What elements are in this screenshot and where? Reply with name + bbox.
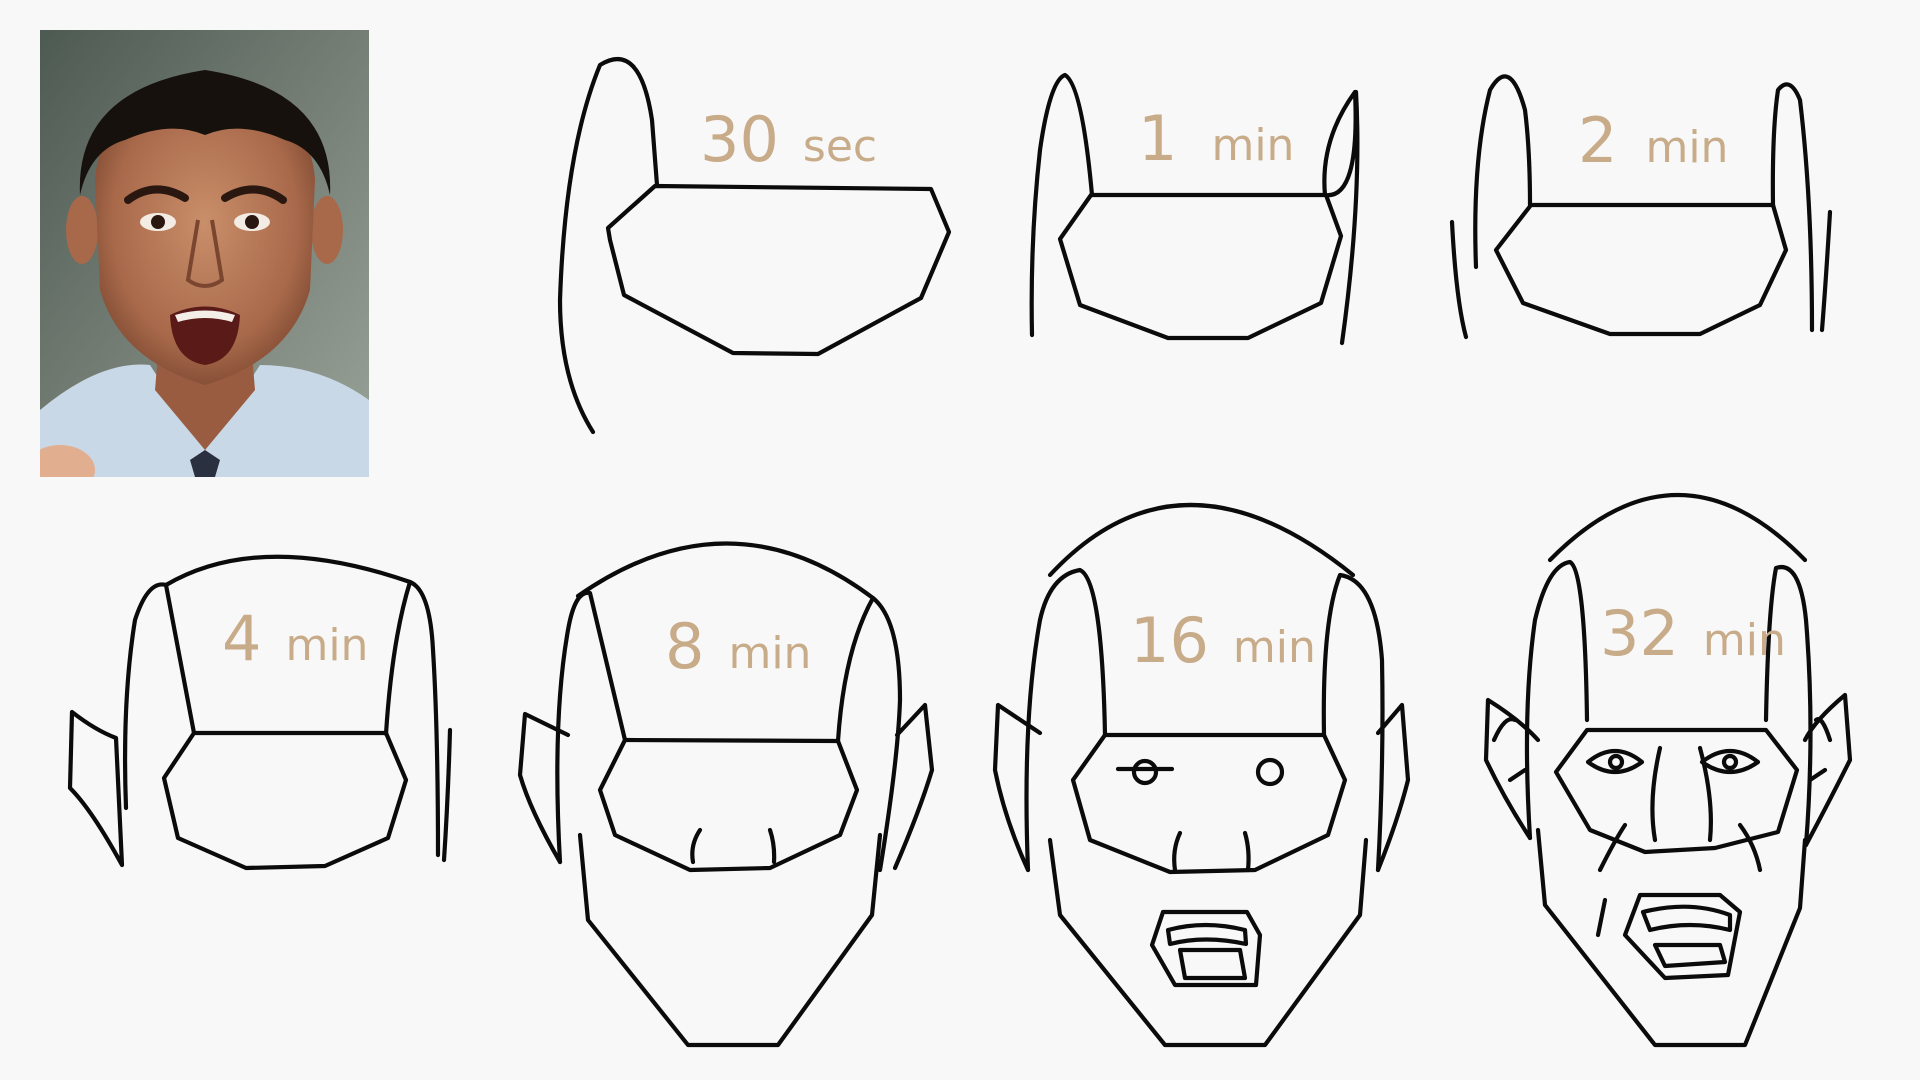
left-side <box>1524 559 1590 841</box>
left-side <box>1029 72 1095 338</box>
face-shape <box>605 183 952 357</box>
right-side <box>1763 564 1813 848</box>
mouth <box>1622 892 1743 981</box>
cranium <box>1547 493 1808 563</box>
cranium <box>1047 502 1356 578</box>
face-shape <box>1553 727 1800 855</box>
nose-lines <box>690 827 777 865</box>
right-ear <box>892 702 935 871</box>
eye-right <box>1699 749 1761 774</box>
face-shape <box>1070 732 1348 875</box>
face-shape <box>161 730 409 871</box>
left-cheek-line <box>1449 219 1469 340</box>
label-32-min: 32 min <box>1600 597 1786 670</box>
right-side <box>835 595 903 873</box>
eye-right <box>1255 757 1285 787</box>
left-side <box>1024 567 1108 873</box>
panel-16-min: 16 min <box>992 502 1411 1048</box>
face-shape <box>597 737 860 873</box>
panel-2-min: 2 min <box>1449 74 1833 340</box>
reference-photo <box>40 30 369 477</box>
label-8-min: 8 min <box>665 610 811 683</box>
right-cheek-line <box>1819 209 1833 333</box>
jaw <box>1047 837 1369 1048</box>
left-side <box>1473 74 1533 270</box>
left-side <box>555 590 628 865</box>
left-ear <box>67 709 125 868</box>
label-30-sec: 30 sec <box>700 103 877 176</box>
label-16-min: 16 min <box>1130 604 1316 677</box>
right-side <box>1322 89 1360 346</box>
right-ear <box>1375 702 1411 873</box>
head-outline-left <box>557 57 660 435</box>
panel-8-min: 8 min <box>517 541 935 1048</box>
left-ear <box>1483 697 1541 841</box>
face-shape <box>1057 192 1344 341</box>
right-side <box>383 579 441 858</box>
panel-32-min: 32 min <box>1483 493 1853 1048</box>
jaw <box>1535 827 1808 1048</box>
right-ear <box>441 727 453 863</box>
eye-left <box>1585 749 1645 775</box>
label-1-min: 1 min <box>1138 102 1294 175</box>
cranium <box>575 541 876 601</box>
mouth <box>1149 909 1263 988</box>
right-side <box>1321 572 1385 873</box>
right-ear <box>1802 692 1853 848</box>
label-2-min: 2 min <box>1578 104 1728 177</box>
cranium <box>163 554 413 588</box>
left-ear <box>992 702 1043 873</box>
panel-1-min: 1 min <box>1029 72 1360 346</box>
eye-left <box>1115 758 1175 786</box>
panel-4-min: 4 min <box>67 554 453 871</box>
jaw <box>577 832 883 1048</box>
left-ear <box>517 711 571 865</box>
left-side <box>122 582 197 811</box>
label-4-min: 4 min <box>222 602 368 675</box>
nose-lines <box>1172 830 1251 873</box>
face-shape <box>1493 202 1789 337</box>
right-side <box>1770 82 1815 333</box>
nose-lines <box>1595 745 1763 938</box>
panel-30-sec: 30 sec <box>557 57 952 435</box>
